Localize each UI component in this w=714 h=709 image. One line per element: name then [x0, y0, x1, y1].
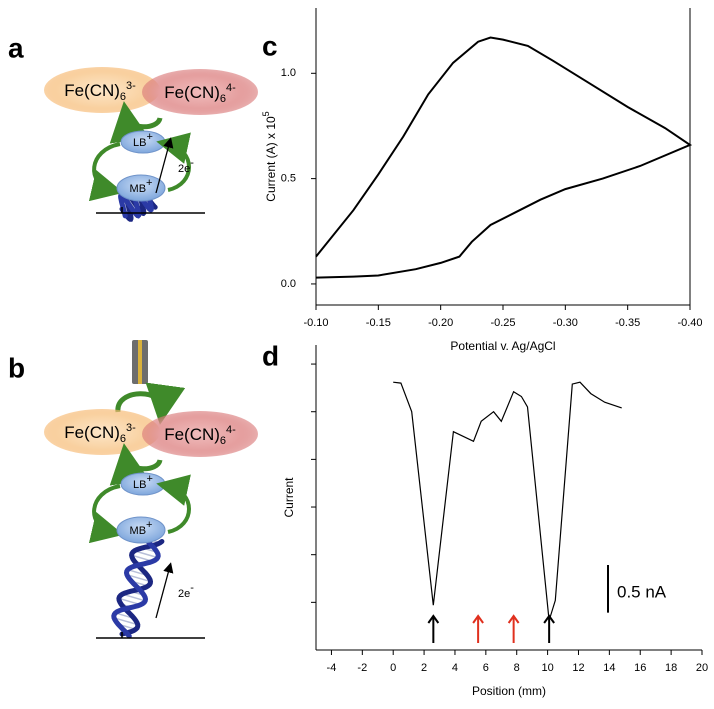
y-tick-label: 1.0: [281, 67, 296, 79]
x-tick-label: 10: [541, 662, 553, 674]
mb-label-base: MB: [130, 525, 147, 537]
panel-label: b: [8, 352, 25, 383]
y-tick-label: 0.5: [281, 173, 296, 185]
cycle-arrow: [115, 382, 186, 425]
mb-ellipse: [116, 174, 166, 202]
lb-label-base: LB: [133, 479, 146, 491]
oxidized-label-sup: 3-: [126, 422, 136, 434]
oxidized-label-sub: 6: [120, 91, 126, 103]
mb-label-sup: +: [146, 519, 152, 531]
base-pair: [134, 550, 158, 559]
x-tick-label: 0: [390, 662, 396, 674]
reduced-label: Fe(CN)64-: [164, 424, 236, 447]
y-axis-label-sup: 5: [261, 111, 271, 116]
x-tick-label: -0.35: [615, 317, 640, 329]
lb-label-base: LB: [133, 137, 146, 149]
x-tick-label: 12: [572, 662, 584, 674]
cycle-arrow: [156, 474, 191, 534]
oxidized-label-base: Fe(CN): [64, 81, 120, 100]
y-axis-label-text: Current: [282, 477, 296, 518]
y-tick-label: 0.0: [281, 278, 296, 290]
data-line: [393, 381, 622, 621]
x-tick-label: 8: [514, 662, 520, 674]
base-pair: [126, 573, 151, 583]
electrons-label: 2e-: [178, 157, 194, 175]
position-arrow: [507, 614, 520, 643]
electrons-label-sup: -: [190, 157, 194, 169]
reduced-label-sub: 6: [220, 435, 226, 447]
x-tick-label: 20: [696, 662, 708, 674]
reduced-label-sup: 4-: [226, 82, 236, 94]
x-tick-label: 14: [603, 662, 615, 674]
cycle-arrow: [88, 484, 124, 544]
x-tick-label: -4: [327, 662, 337, 674]
diagram: aFe(CN)63- Fe(CN)64-LB+MB+2e-: [8, 32, 258, 222]
x-tick-label: -0.40: [677, 317, 702, 329]
x-tick-label: 2: [421, 662, 427, 674]
x-tick-label: -2: [357, 662, 367, 674]
oxidized-label: Fe(CN)63-: [64, 80, 136, 103]
x-axis-label: Potential v. Ag/AgCl: [450, 339, 555, 353]
oxidized-label-sup: 3-: [126, 80, 136, 92]
y-axis-label: Current (A) x 105: [261, 111, 278, 201]
cycle-arrow: [88, 142, 124, 202]
panel-label: d: [262, 340, 279, 371]
oxidized-label: Fe(CN)63-: [64, 422, 136, 445]
scale-bar-label: 0.5 nA: [617, 582, 667, 601]
mb-label: MB+: [130, 177, 153, 195]
data-line: [315, 36, 693, 279]
x-tick-label: 16: [634, 662, 646, 674]
reduced-ellipse: [142, 411, 258, 457]
panel-label: c: [262, 30, 278, 61]
panel-label: a: [8, 32, 24, 63]
cycle-arrow: [109, 101, 163, 144]
mb-ellipse: [116, 516, 166, 544]
x-tick-label: -0.30: [553, 317, 578, 329]
reduced-label-base: Fe(CN): [164, 425, 220, 444]
electrons-label: 2e-: [178, 582, 194, 600]
oxidized-label-sub: 6: [120, 433, 126, 445]
x-axis-label: Position (mm): [472, 684, 546, 698]
reduced-label-base: Fe(CN): [164, 83, 220, 102]
mb-label-base: MB: [130, 183, 147, 195]
y-axis-label-text: Current (A) x 10: [264, 116, 278, 202]
cycle-arrow: [109, 443, 163, 486]
electrons-label-base: 2e: [178, 588, 190, 600]
reduced-label-sup: 4-: [226, 424, 236, 436]
base-pair: [113, 617, 138, 626]
oxidized-label-base: Fe(CN): [64, 423, 120, 442]
x-tick-label: -0.20: [428, 317, 453, 329]
lb-label-sup: +: [147, 131, 153, 143]
base-pair: [122, 593, 146, 602]
x-tick-label: -0.10: [303, 317, 328, 329]
mb-label: MB+: [130, 519, 153, 537]
position-arrow: [543, 614, 555, 643]
cycle-arrow: [156, 132, 191, 192]
lb-label-sup: +: [147, 473, 153, 485]
reduced-label: Fe(CN)64-: [164, 82, 236, 105]
x-tick-label: 18: [665, 662, 677, 674]
lb-label: LB+: [133, 131, 153, 149]
electrons-label-sup: -: [190, 582, 194, 594]
mb-label-sup: +: [146, 177, 152, 189]
dna-strand: [111, 533, 161, 639]
dna-strand: [116, 539, 165, 637]
x-tick-label: 6: [483, 662, 489, 674]
reduced-label-sub: 6: [220, 93, 226, 105]
x-tick-label: -0.15: [366, 317, 391, 329]
electrons-label-base: 2e: [178, 163, 190, 175]
electrode-stripe: [138, 340, 142, 384]
diagram: bFe(CN)63- Fe(CN)64-LB+MB+2e-: [8, 340, 258, 639]
x-tick-label: -0.25: [490, 317, 515, 329]
electron-arrow: [155, 562, 174, 619]
lb-label: LB+: [133, 473, 153, 491]
position-arrow: [427, 614, 440, 643]
position-arrow: [472, 614, 484, 643]
y-axis-label: Current: [282, 477, 296, 518]
x-tick-label: 4: [452, 662, 458, 674]
reduced-ellipse: [142, 69, 258, 115]
electron-arrow: [155, 137, 174, 194]
